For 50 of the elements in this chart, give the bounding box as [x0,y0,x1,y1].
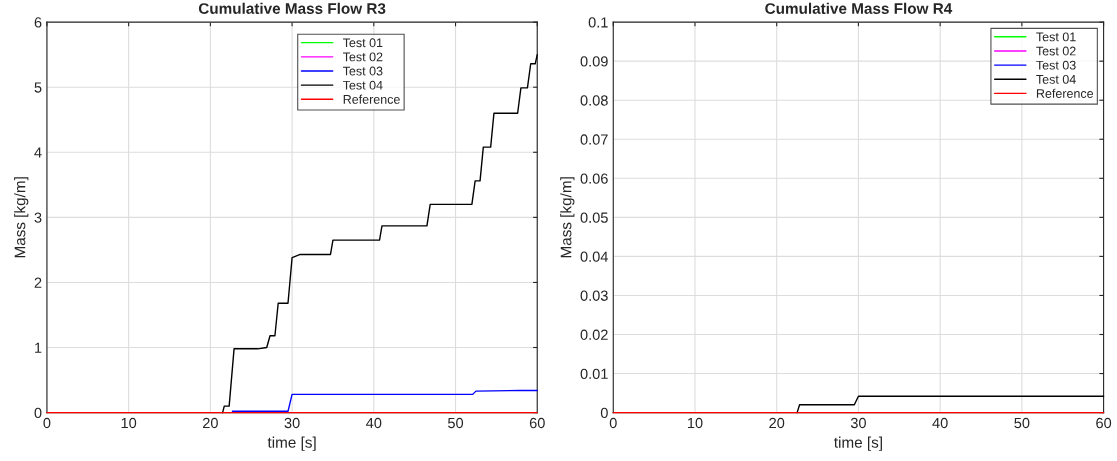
legend-label: Reference [343,94,400,104]
x-tick-label: 20 [202,417,218,429]
y-tick-label: 2 [34,277,42,288]
y-tick-label: 3 [34,212,42,223]
y-axis-title: Mass [kg/m] [560,177,575,258]
y-tick-label: 0.01 [580,368,608,379]
x-tick-label: 50 [1014,417,1030,429]
y-tick-label: 0 [600,407,608,419]
x-axis-title: time [s] [267,436,316,451]
chart-title: Cumulative Mass Flow R3 [198,2,386,14]
y-tick-label: 0.05 [580,212,608,223]
y-tick-label: 0.03 [580,290,608,301]
y-tick-label: 0.06 [580,173,608,184]
legend-label: Test 03 [343,66,383,76]
y-tick-label: 0.09 [580,56,608,67]
legend-label: Test 03 [1036,60,1076,70]
x-axis-title: time [s] [834,436,882,451]
y-tick-label: 0.02 [580,329,608,340]
y-tick-label: 0.07 [580,134,608,145]
legend-label: Test 02 [1036,46,1076,56]
y-tick-label: 0.1 [588,17,608,28]
x-tick-label: 60 [1096,417,1112,429]
y-tick-label: 0.08 [580,95,608,106]
x-tick-label: 20 [769,417,785,429]
legend-label: Test 02 [343,52,383,62]
y-tick-label: 6 [34,17,42,28]
x-tick-label: 0 [609,417,617,429]
legend-label: Test 04 [343,80,383,90]
y-tick-label: 0.04 [580,251,608,262]
x-tick-label: 30 [850,417,866,429]
x-tick-label: 0 [43,417,51,429]
y-tick-label: 5 [34,82,42,93]
chart-title: Cumulative Mass Flow R4 [765,2,953,14]
x-tick-label: 30 [284,417,300,429]
x-tick-label: 40 [932,417,948,429]
line-series [221,53,538,414]
line-series [231,389,538,412]
x-tick-label: 10 [687,417,703,429]
legend-label: Test 04 [1036,74,1076,84]
y-tick-label: 4 [34,147,42,158]
legend-label: Test 01 [343,38,383,48]
x-tick-label: 40 [366,417,382,429]
x-tick-label: 50 [448,417,464,429]
y-tick-label: 0 [34,407,42,419]
legend-label: Test 01 [1036,32,1076,42]
legend-label: Reference [1036,88,1094,98]
x-tick-label: 60 [529,417,545,429]
y-axis-title: Mass [kg/m] [14,177,29,258]
x-tick-label: 10 [121,417,137,429]
y-tick-label: 1 [35,342,42,353]
